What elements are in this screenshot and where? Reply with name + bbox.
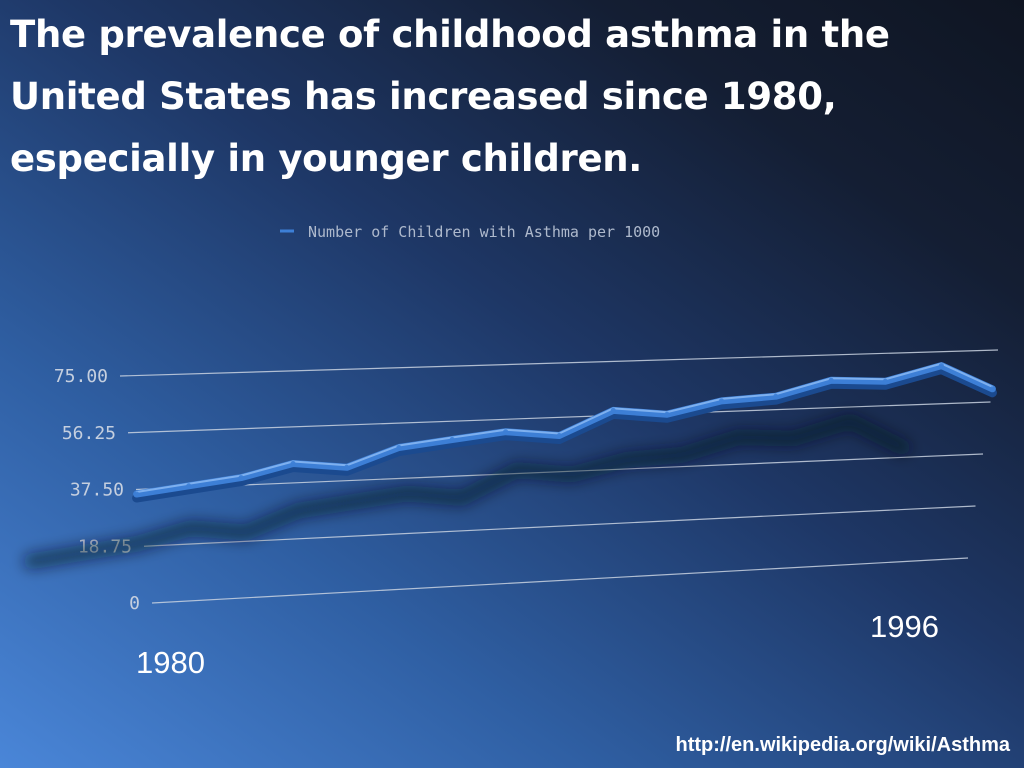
data-point	[503, 429, 509, 435]
legend-label: Number of Children with Asthma per 1000	[308, 223, 660, 241]
data-point	[828, 377, 834, 383]
data-point	[664, 411, 670, 417]
data-point	[238, 475, 244, 481]
data-point	[449, 437, 455, 443]
series-line-depth	[132, 365, 997, 503]
start-year-label: 1980	[136, 645, 205, 680]
slide-title: The prevalence of childhood asthma in th…	[10, 13, 890, 180]
y-tick-label: 0	[129, 593, 140, 614]
gridline	[127, 401, 991, 434]
chart-legend: Number of Children with Asthma per 1000	[280, 223, 660, 241]
source-link[interactable]: http://en.wikipedia.org/wiki/Asthma	[675, 734, 1010, 756]
end-year-label: 1996	[870, 609, 939, 644]
data-point	[989, 386, 995, 392]
data-point	[556, 433, 562, 438]
line-shadow	[23, 413, 911, 570]
data-point	[186, 483, 192, 489]
data-point	[134, 491, 140, 497]
y-tick-label: 75.00	[54, 366, 108, 387]
data-point	[882, 378, 888, 384]
gridline	[143, 505, 976, 547]
data-point	[610, 407, 616, 413]
y-tick-label: 37.50	[70, 480, 124, 501]
data-point	[290, 460, 296, 466]
asthma-line-chart: 0 18.75 37.50 56.25 75.00 Number of Children…	[0, 200, 1024, 700]
data-point	[773, 393, 779, 399]
data-point	[719, 398, 724, 404]
data-point	[396, 444, 402, 450]
data-point	[938, 363, 944, 369]
y-tick-label: 56.25	[62, 423, 116, 444]
series-shadow	[23, 413, 911, 570]
series-lines	[132, 362, 997, 503]
gridline	[151, 557, 969, 604]
gridline	[119, 349, 999, 377]
data-point	[344, 464, 350, 470]
